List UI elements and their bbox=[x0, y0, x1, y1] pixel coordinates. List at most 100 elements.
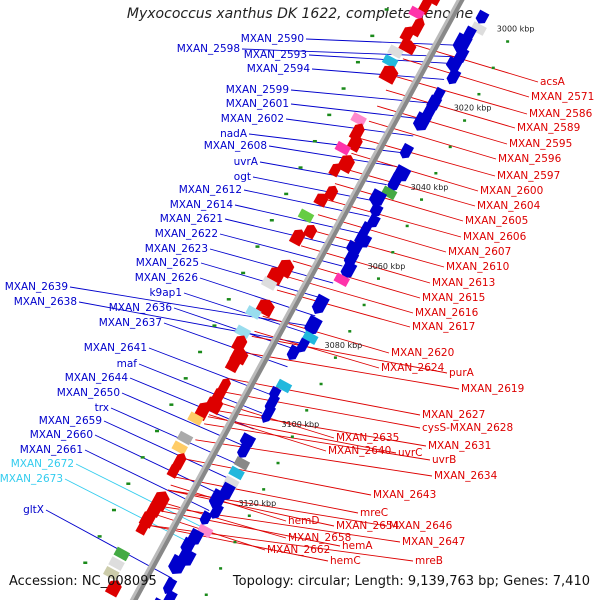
reverse-gene-arrow-shape bbox=[423, 0, 442, 7]
gene-label-mxan_2658: MXAN_2658 bbox=[288, 532, 351, 544]
track-dot bbox=[448, 145, 452, 149]
forward-gene-arrow-shape bbox=[367, 213, 381, 228]
track-dot bbox=[212, 324, 217, 327]
reverse-gene-arrow-shape bbox=[166, 463, 181, 479]
track-dot bbox=[276, 461, 280, 465]
gene-label-mxan_2661: MXAN_2661 bbox=[20, 444, 83, 456]
track-dot bbox=[97, 535, 102, 538]
forward-gene-arrow bbox=[162, 576, 178, 594]
labels-group: 3000 kbp 3020 kbp 3040 kbp 3060 kbp 3080 kbp… bbox=[0, 25, 594, 567]
track-dot bbox=[241, 271, 246, 275]
forward-gene-arrow-shape bbox=[359, 221, 373, 237]
backbone-line bbox=[133, 0, 465, 600]
track-dot bbox=[305, 409, 309, 412]
forward-gene-arrow bbox=[369, 202, 384, 217]
track-dot bbox=[327, 113, 332, 117]
forward-gene-arrow bbox=[426, 94, 443, 112]
leader-line bbox=[241, 48, 457, 58]
gene-label-mxan_2586: MXAN_2586 bbox=[529, 108, 593, 120]
track-dot bbox=[290, 435, 294, 438]
gene-label-mxan_2654: MXAN_2654 bbox=[336, 520, 400, 532]
leader-line bbox=[159, 505, 401, 543]
gene-label-mxan_2646: MXAN_2646 bbox=[389, 520, 453, 532]
forward-gene-arrow bbox=[163, 589, 178, 600]
gene-feature-box-shape bbox=[381, 53, 399, 69]
gene-feature-box bbox=[333, 272, 351, 288]
gene-label-mxan_2590: MXAN_2590 bbox=[241, 33, 304, 45]
gene-label-uvrc: uvrC bbox=[398, 447, 423, 459]
gene-label-mxan_2601: MXAN_2601 bbox=[226, 98, 289, 110]
track-dot bbox=[376, 277, 380, 280]
gene-feature-box-shape bbox=[470, 21, 487, 36]
kbp-tick-label: 3020 kbp bbox=[454, 104, 492, 113]
track-dot bbox=[341, 87, 346, 90]
gene-feature-box-shape bbox=[380, 185, 398, 201]
gene-label-mxan_2616: MXAN_2616 bbox=[415, 307, 479, 319]
track-dot bbox=[506, 40, 510, 43]
leader-line bbox=[148, 524, 329, 562]
gene-label-mxan_2620: MXAN_2620 bbox=[391, 347, 454, 359]
track-dot bbox=[126, 482, 131, 485]
gene-label-mxan_2607: MXAN_2607 bbox=[448, 246, 511, 258]
forward-gene-arrow-shape bbox=[446, 67, 462, 85]
gene-label-mxan_2610: MXAN_2610 bbox=[446, 261, 509, 273]
forward-gene-arrow-shape bbox=[210, 502, 224, 519]
gene-feature-box-shape bbox=[234, 324, 252, 340]
forward-gene-arrow bbox=[475, 9, 490, 24]
track-dot bbox=[477, 92, 481, 96]
gene-label-mxan_2640: MXAN_2640 bbox=[328, 445, 391, 457]
track-dot bbox=[298, 166, 303, 169]
track-dot bbox=[183, 377, 188, 380]
reverse-gene-arrow bbox=[328, 163, 342, 178]
gene-feature-box-shape bbox=[196, 523, 214, 539]
forward-gene-arrow-shape bbox=[399, 142, 415, 159]
gene-label-mxan_2672: MXAN_2672 bbox=[11, 458, 74, 470]
reverse-gene-arrow bbox=[104, 580, 122, 598]
forward-gene-arrow-shape bbox=[445, 55, 463, 72]
forward-gene-arrow-shape bbox=[162, 576, 178, 594]
forward-gene-arrow bbox=[208, 488, 228, 509]
gene-feature-box bbox=[245, 305, 262, 320]
track-dot bbox=[491, 66, 495, 70]
forward-gene-arrow-shape bbox=[237, 442, 251, 458]
gene-feature-box bbox=[222, 475, 240, 490]
gene-feature-box bbox=[334, 140, 352, 156]
gene-feature-box bbox=[408, 5, 425, 21]
gene-feature-box-shape bbox=[275, 378, 293, 394]
leader-line bbox=[167, 489, 335, 527]
leader-line bbox=[228, 378, 421, 416]
gene-feature-box-shape bbox=[297, 208, 315, 224]
forward-gene-arrow-shape bbox=[369, 202, 384, 217]
gene-label-mxan_2595: MXAN_2595 bbox=[509, 138, 572, 150]
track-dot bbox=[247, 514, 251, 517]
leader-line bbox=[167, 489, 388, 527]
track-dot bbox=[155, 429, 160, 433]
forward-gene-arrow bbox=[354, 230, 373, 248]
reverse-gene-arrow-shape bbox=[313, 193, 329, 208]
forward-gene-arrow bbox=[359, 221, 373, 237]
gene-label-mxan_2602: MXAN_2602 bbox=[221, 113, 284, 125]
gene-feature-box bbox=[381, 53, 399, 69]
gene-label-mxan_2605: MXAN_2605 bbox=[465, 215, 528, 227]
track-dot bbox=[355, 60, 360, 64]
gene-label-acsa: acsA bbox=[540, 76, 566, 88]
track-dot bbox=[319, 382, 323, 386]
gene-label-ogt: ogt bbox=[234, 171, 251, 183]
leader-line bbox=[204, 423, 431, 461]
gene-feature-box bbox=[380, 185, 398, 201]
forward-gene-arrow-shape bbox=[340, 260, 358, 279]
gene-label-mxan_2626: MXAN_2626 bbox=[135, 272, 199, 284]
track-dot bbox=[391, 251, 395, 254]
kbp-tick-label: 3000 kbp bbox=[497, 25, 535, 34]
reverse-gene-arrow-shape bbox=[288, 229, 306, 247]
track-dot bbox=[284, 192, 289, 196]
gene-feature-box-shape bbox=[187, 411, 204, 426]
gene-label-mxan_2637: MXAN_2637 bbox=[99, 317, 162, 329]
gene-feature-box bbox=[387, 44, 404, 59]
forward-gene-arrow bbox=[387, 172, 404, 192]
gene-label-maf: maf bbox=[117, 358, 138, 370]
gene-feature-box bbox=[196, 523, 214, 539]
reverse-gene-arrow bbox=[398, 39, 417, 56]
gene-feature-box bbox=[108, 556, 125, 571]
gene-label-mxan_2627: MXAN_2627 bbox=[422, 409, 485, 421]
